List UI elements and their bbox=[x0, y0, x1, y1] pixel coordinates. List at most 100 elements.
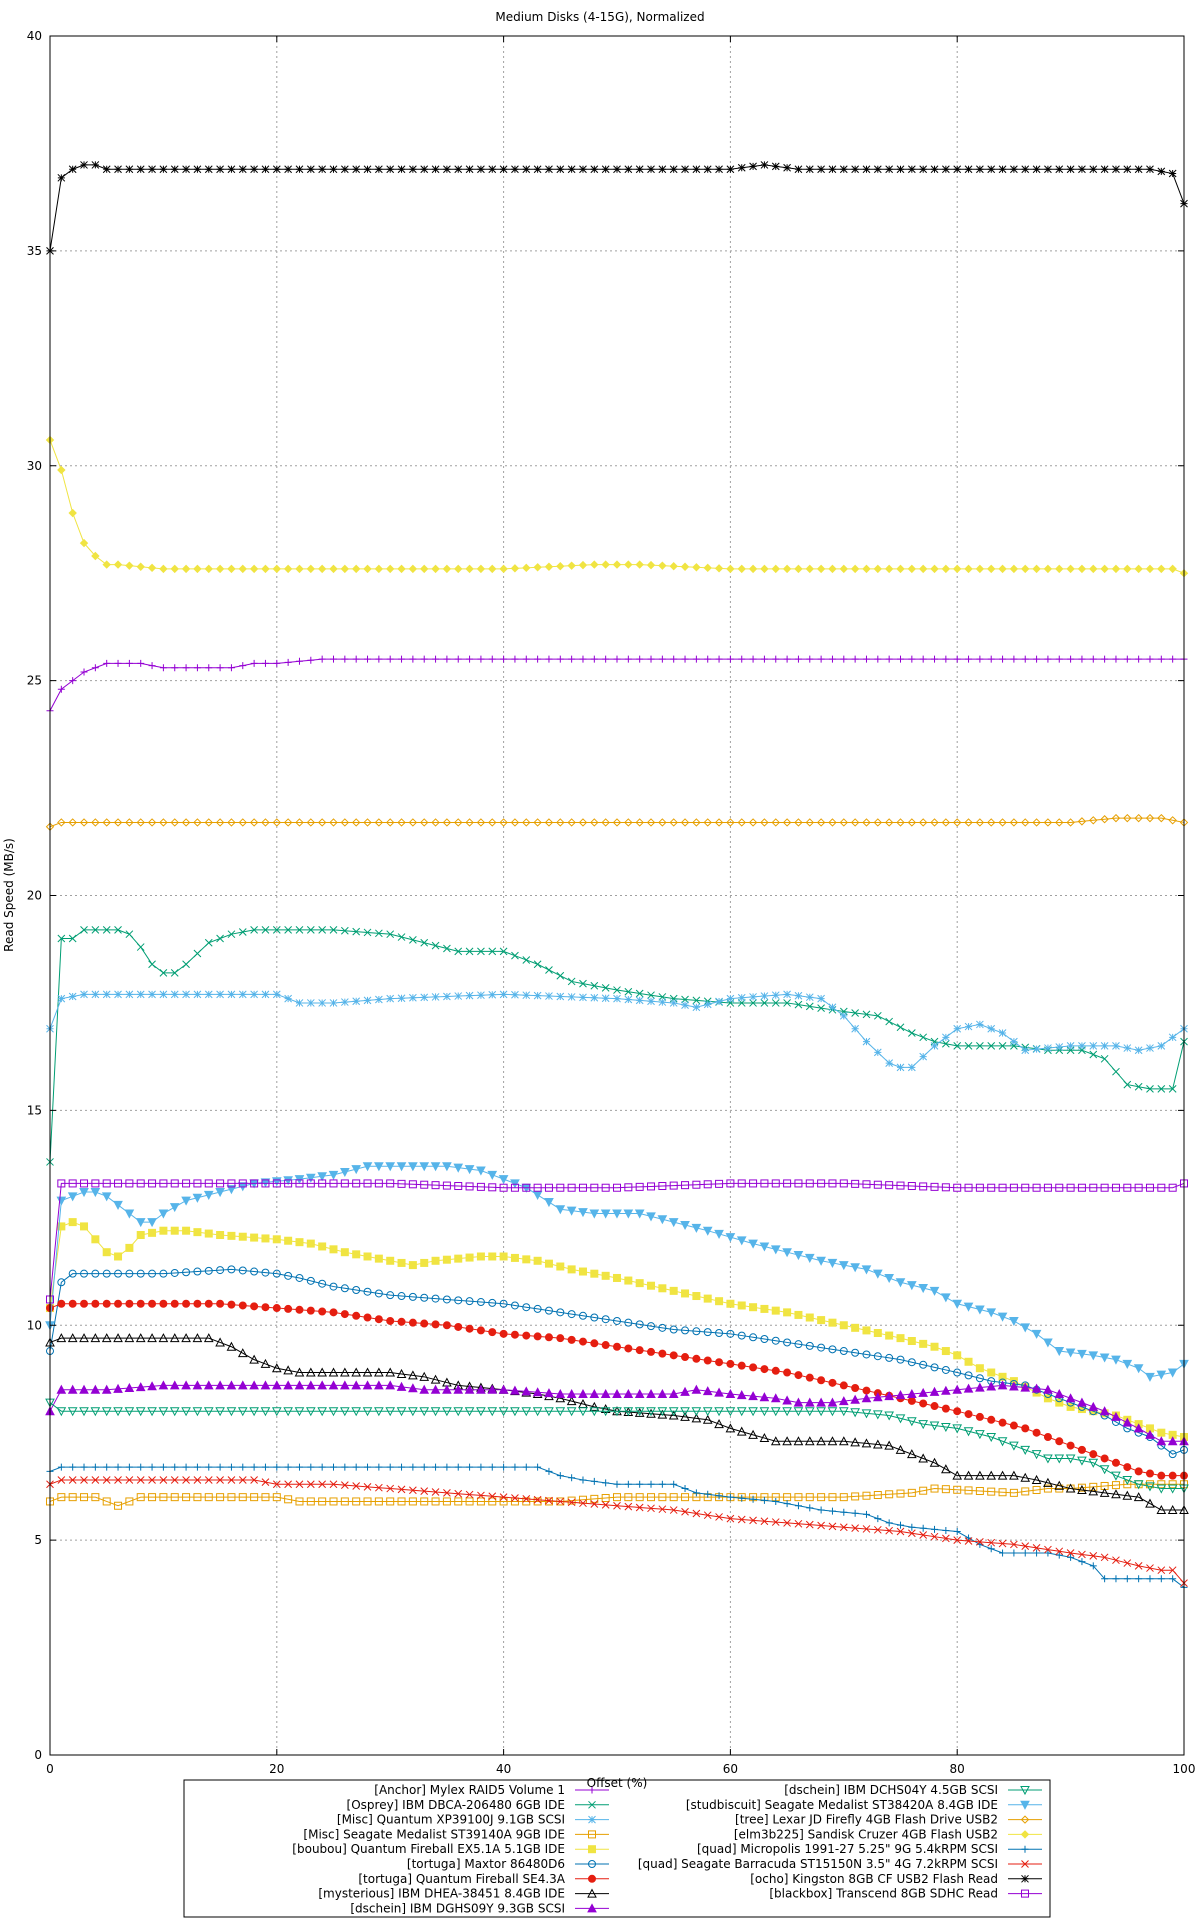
data-point bbox=[794, 1519, 803, 1528]
data-point bbox=[488, 1183, 497, 1192]
data-point bbox=[1021, 1542, 1030, 1550]
data-point bbox=[588, 1860, 596, 1868]
data-point bbox=[827, 1258, 838, 1269]
data-point bbox=[147, 1381, 157, 1391]
data-point bbox=[1111, 1458, 1120, 1467]
data-point bbox=[91, 1463, 99, 1471]
data-point bbox=[193, 1267, 202, 1276]
data-point bbox=[1123, 1480, 1132, 1489]
data-point bbox=[1021, 818, 1030, 827]
data-point bbox=[1066, 165, 1075, 174]
data-point bbox=[203, 1190, 214, 1200]
data-point bbox=[318, 1242, 327, 1251]
data-point bbox=[919, 1182, 928, 1191]
data-point bbox=[374, 1367, 384, 1377]
data-point bbox=[658, 1505, 667, 1514]
data-point bbox=[692, 1292, 701, 1301]
data-point bbox=[1146, 655, 1154, 663]
data-point bbox=[238, 818, 247, 827]
data-point bbox=[737, 163, 746, 172]
data-point bbox=[249, 1380, 259, 1390]
data-point bbox=[793, 1397, 804, 1407]
data-point bbox=[261, 818, 270, 827]
legend-label: [Osprey] IBM DBCA-206480 6GB IDE bbox=[347, 1798, 565, 1812]
data-point bbox=[56, 1407, 67, 1417]
data-point bbox=[590, 1339, 599, 1348]
data-point bbox=[125, 1463, 133, 1471]
data-point bbox=[511, 990, 519, 999]
data-point bbox=[1123, 165, 1132, 174]
series bbox=[46, 1265, 1188, 1459]
data-point bbox=[1066, 818, 1075, 827]
data-point bbox=[986, 1470, 997, 1480]
data-point bbox=[941, 1464, 951, 1474]
data-point bbox=[680, 1220, 690, 1231]
data-point bbox=[136, 943, 145, 951]
data-point bbox=[328, 1367, 339, 1377]
data-point bbox=[431, 993, 440, 1001]
data-point bbox=[1044, 1545, 1052, 1554]
data-point bbox=[329, 1245, 338, 1254]
series bbox=[46, 161, 1188, 255]
data-point bbox=[477, 947, 485, 956]
data-point bbox=[738, 1494, 746, 1502]
data-point bbox=[169, 1333, 180, 1343]
data-point bbox=[159, 1226, 168, 1235]
data-point bbox=[942, 655, 950, 663]
data-point bbox=[397, 1497, 406, 1506]
data-point bbox=[590, 993, 599, 1002]
data-point bbox=[363, 1287, 372, 1296]
data-point bbox=[736, 1407, 747, 1417]
data-point bbox=[567, 818, 576, 827]
data-point bbox=[749, 1495, 757, 1503]
data-point bbox=[272, 1304, 281, 1313]
data-point bbox=[895, 1390, 906, 1400]
data-point bbox=[715, 1179, 724, 1188]
data-point bbox=[1111, 1489, 1121, 1499]
data-point bbox=[114, 1501, 123, 1510]
data-point bbox=[918, 1420, 929, 1430]
data-point bbox=[647, 1480, 655, 1488]
data-point bbox=[680, 818, 690, 827]
data-point bbox=[635, 1503, 644, 1512]
data-point bbox=[1111, 1471, 1121, 1481]
data-point bbox=[488, 990, 497, 999]
data-point bbox=[1123, 564, 1132, 574]
data-point bbox=[556, 1334, 565, 1343]
data-point bbox=[341, 655, 349, 663]
data-point bbox=[907, 1182, 916, 1191]
data-point bbox=[124, 1333, 135, 1343]
data-point bbox=[872, 1439, 883, 1449]
data-point bbox=[851, 1383, 860, 1392]
data-point bbox=[1112, 1556, 1120, 1565]
data-point bbox=[306, 818, 316, 827]
data-point bbox=[511, 951, 519, 960]
data-point bbox=[283, 818, 293, 827]
data-point bbox=[952, 1424, 963, 1434]
data-point bbox=[114, 165, 122, 174]
data-point bbox=[80, 668, 88, 676]
data-point bbox=[953, 1368, 962, 1377]
data-point bbox=[1043, 1454, 1053, 1464]
data-point bbox=[442, 1181, 451, 1190]
data-point bbox=[192, 1193, 203, 1203]
data-point bbox=[1054, 1347, 1065, 1357]
data-point bbox=[578, 1311, 587, 1320]
data-point bbox=[306, 1497, 315, 1506]
data-point bbox=[363, 564, 372, 574]
data-point bbox=[181, 1196, 191, 1206]
data-point bbox=[998, 818, 1007, 827]
data-point bbox=[828, 1318, 837, 1327]
data-point bbox=[907, 1337, 916, 1346]
data-point bbox=[545, 966, 553, 974]
data-point bbox=[896, 1181, 905, 1190]
data-point bbox=[681, 1326, 690, 1335]
data-point bbox=[294, 1175, 305, 1185]
data-point bbox=[250, 990, 258, 999]
series bbox=[46, 1476, 1188, 1587]
data-point bbox=[329, 1282, 338, 1291]
data-point bbox=[317, 1407, 327, 1417]
data-point bbox=[1100, 1183, 1109, 1192]
data-point bbox=[601, 1494, 610, 1503]
data-point bbox=[159, 165, 168, 174]
